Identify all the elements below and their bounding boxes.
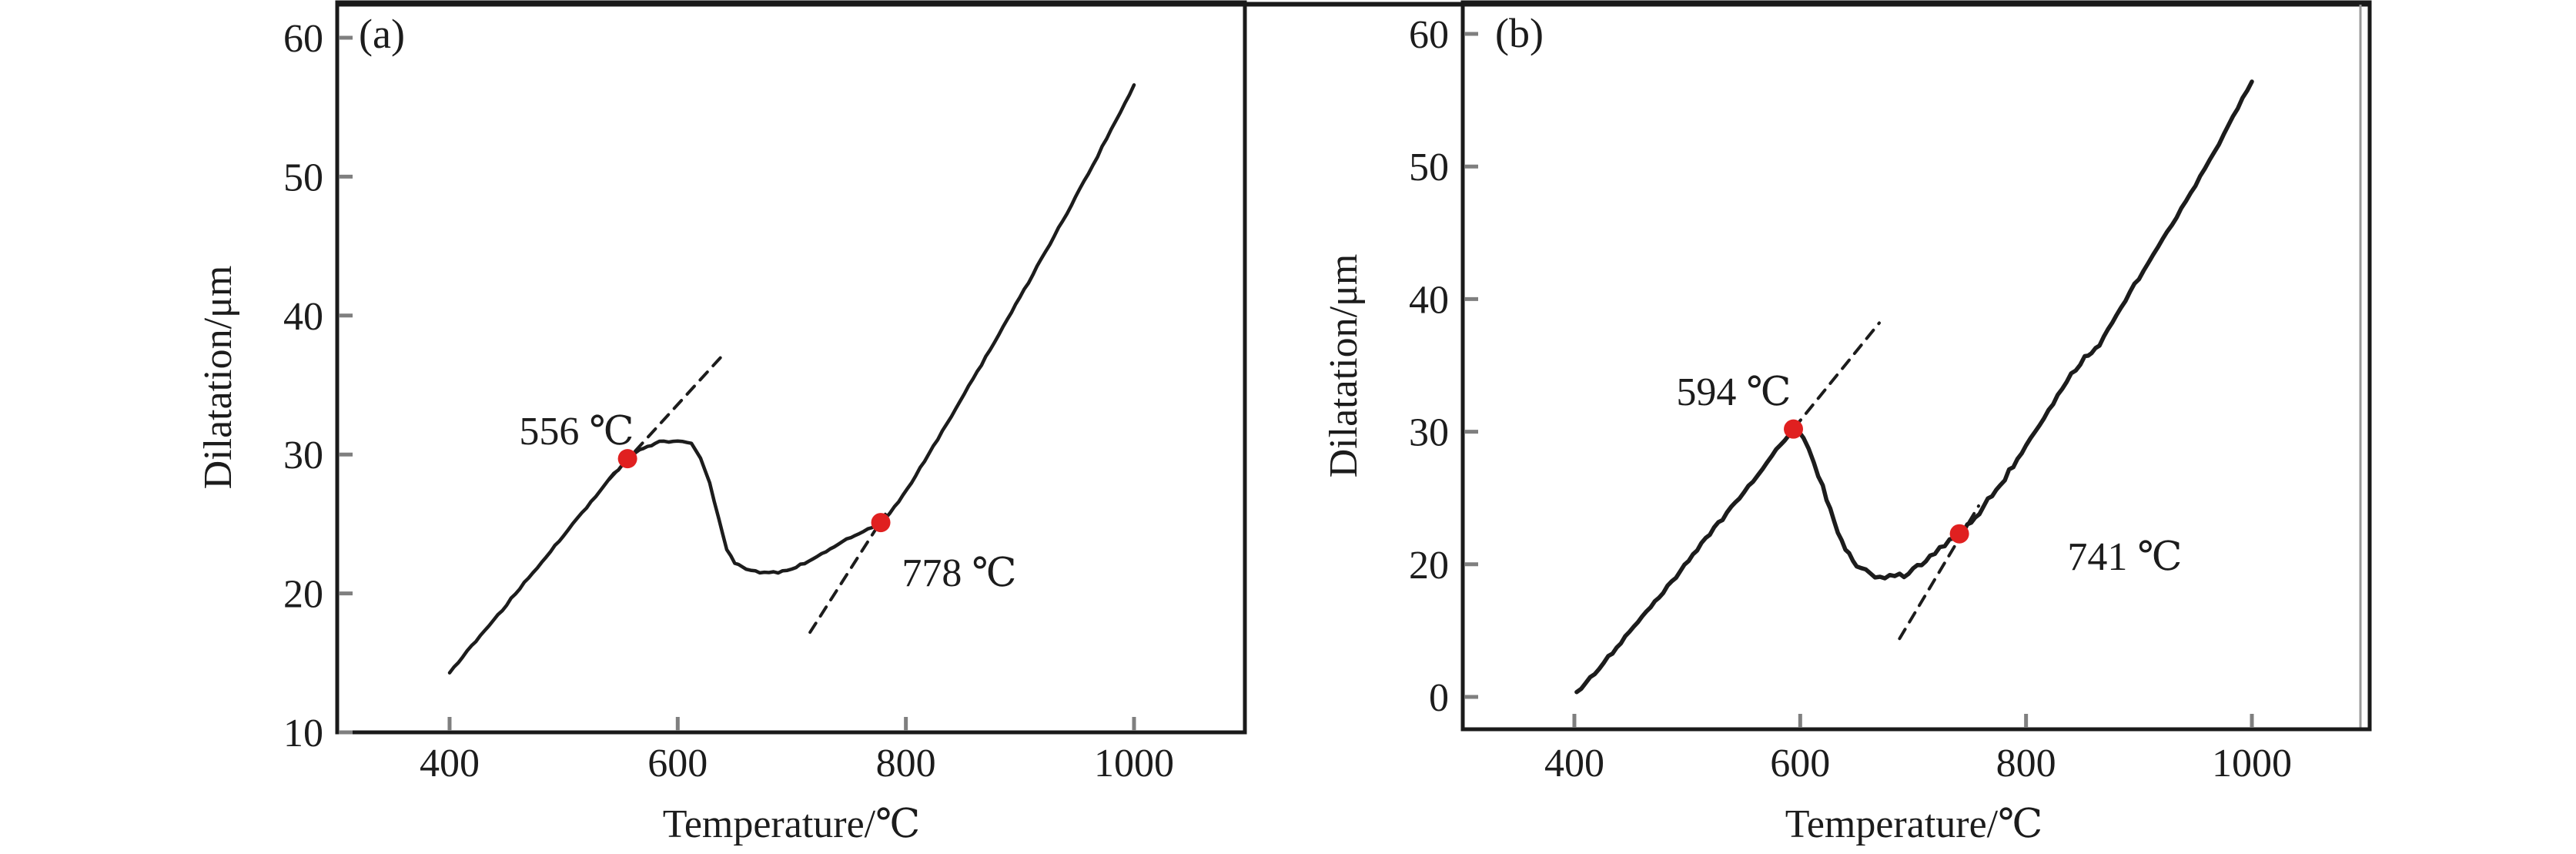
panel-b-marker-1	[1784, 419, 1804, 439]
panel-a-frame	[335, 0, 1247, 735]
panel-a-plot-layer	[447, 83, 1136, 675]
panel-a-y-tick-label: 20	[283, 573, 323, 617]
panel-b-marker-2	[1949, 524, 1969, 544]
panel-b: 400 600 800 1000 60 50 40 30 20 0 (b) Temperature…	[1322, 0, 2372, 846]
panel-b-x-tick-label: 800	[1996, 742, 2056, 785]
panel-a-tangent-line-2	[808, 512, 887, 635]
panel-b-y-axis-title: Dilatation/μm	[1322, 254, 1366, 478]
panel-a-dilatation-curve	[447, 83, 1136, 675]
panel-a-tick-labels: 400 600 800 1000 60 50 40 30 20 10	[283, 17, 1174, 785]
panel-a-label: (a)	[359, 11, 405, 57]
panel-b-y-tick-label: 30	[1409, 411, 1449, 455]
panel-b-y-tick-label: 0	[1429, 676, 1449, 720]
panel-a-ticks	[339, 35, 1136, 735]
panel-a-y-axis-title: Dilatation/μm	[196, 266, 240, 490]
panel-a-annotation-778: 778 ℃	[902, 551, 1016, 595]
panel-a-x-tick-label: 1000	[1094, 742, 1174, 785]
panel-a-y-tick-label: 30	[283, 434, 323, 477]
panel-a-annotation-556: 556 ℃	[519, 410, 634, 454]
panel-a: 400 600 800 1000 60 50 40 30 20 10 (a) Temperatur…	[196, 0, 1247, 846]
panel-b-annotation-594: 594 ℃	[1676, 370, 1791, 414]
panel-a-x-axis-title: Temperature/℃	[663, 802, 921, 846]
panel-b-tangent-line-2	[1898, 504, 1981, 641]
panel-b-ticks	[1464, 32, 2254, 728]
panel-b-x-tick-label: 1000	[2212, 742, 2292, 785]
panel-b-y-tick-label: 60	[1409, 13, 1449, 57]
panel-b-plot-layer	[1574, 79, 2254, 695]
panel-b-label: (b)	[1495, 10, 1544, 56]
panel-a-y-tick-label: 50	[283, 156, 323, 199]
panel-a-y-tick-label: 10	[283, 712, 323, 755]
panel-a-marker-2	[871, 513, 891, 533]
panel-a-x-tick-label: 800	[876, 742, 936, 785]
panel-a-x-tick-label: 600	[647, 742, 708, 785]
panel-b-x-tick-label: 400	[1544, 742, 1604, 785]
panel-b-x-tick-label: 600	[1770, 742, 1830, 785]
panel-a-marker-1	[617, 449, 637, 469]
panel-a-y-tick-label: 60	[283, 17, 323, 61]
panel-b-dilatation-curve	[1574, 79, 2254, 695]
panel-b-y-tick-label: 40	[1409, 278, 1449, 322]
panel-b-frame	[1460, 0, 2372, 732]
panel-b-y-tick-label: 50	[1409, 146, 1449, 189]
panel-b-tick-labels: 400 600 800 1000 60 50 40 30 20 0	[1409, 13, 2292, 785]
panel-b-y-tick-label: 20	[1409, 544, 1449, 588]
panel-b-x-axis-title: Temperature/℃	[1785, 802, 2043, 846]
panel-b-annotation-741: 741 ℃	[2067, 535, 2182, 579]
panel-a-x-tick-label: 400	[420, 742, 480, 785]
panel-a-y-tick-label: 40	[283, 295, 323, 339]
